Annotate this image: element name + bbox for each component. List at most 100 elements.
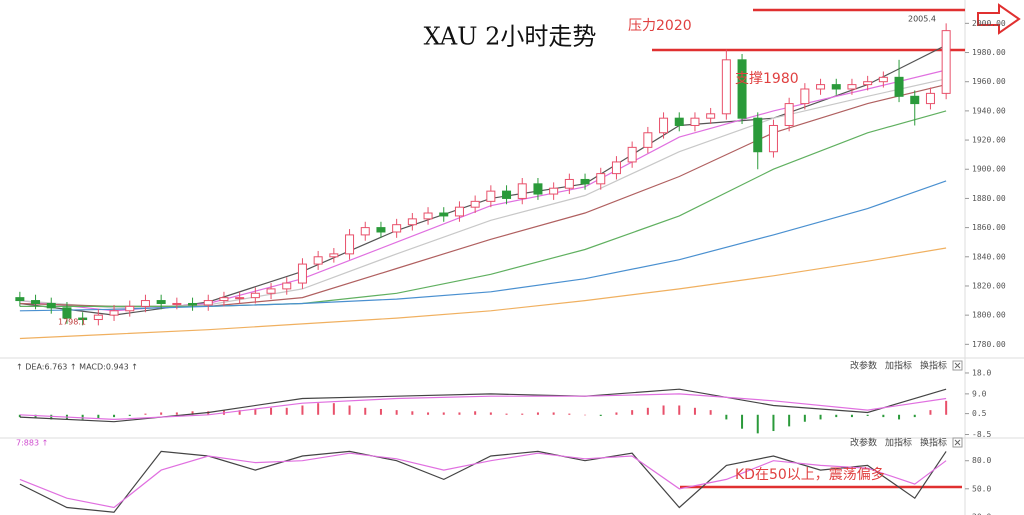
candle-body <box>737 59 747 119</box>
macd-bar <box>615 412 618 415</box>
candle-body <box>549 187 559 195</box>
candle-body <box>266 288 276 294</box>
candle-body <box>31 300 41 304</box>
macd-bar <box>693 407 696 415</box>
button[interactable]: 改参数 <box>850 360 877 372</box>
candle-body <box>659 117 669 134</box>
candle-body <box>407 218 417 226</box>
macd-bar <box>678 405 681 415</box>
macd-bar <box>709 410 712 415</box>
candle-body <box>910 95 920 105</box>
macd-bar <box>238 410 241 415</box>
candle-body <box>706 113 716 119</box>
candle-body <box>203 300 213 306</box>
candle-body <box>15 297 25 302</box>
annotation: 支撑1980 <box>735 71 799 87</box>
candle-body <box>93 314 103 321</box>
macd-bar <box>270 407 273 415</box>
candle-body <box>313 256 323 265</box>
candle-body <box>329 253 339 258</box>
close-button[interactable] <box>952 360 963 371</box>
macd-bar <box>144 413 147 415</box>
annotation: KD在50以上，震荡偏多 <box>735 466 885 483</box>
indicator-line <box>19 247 947 340</box>
macd-bar <box>599 414 602 416</box>
close-button[interactable] <box>952 437 963 448</box>
button[interactable]: 换指标 <box>920 360 947 372</box>
candle-body <box>62 307 72 319</box>
macd-bar <box>945 400 948 415</box>
button[interactable]: 换指标 <box>920 437 947 449</box>
candle-body <box>502 190 512 199</box>
candle-body <box>282 282 292 290</box>
candle-body <box>235 297 245 300</box>
candle-body <box>392 224 402 233</box>
macd-bar <box>113 414 116 418</box>
macd-bar <box>160 412 163 415</box>
macd-bar <box>913 414 916 418</box>
macd-bar <box>317 403 320 415</box>
macd-bar <box>866 414 869 416</box>
candle-body <box>925 92 935 105</box>
macd-bar <box>788 414 791 427</box>
macd-bar <box>772 414 775 432</box>
indicator-line <box>19 78 947 309</box>
y-tick-label: 50.0 <box>972 484 991 493</box>
macd-bar <box>489 412 492 415</box>
macd-bar <box>521 413 524 415</box>
macd-bar <box>364 407 367 415</box>
macd-bar <box>882 414 885 418</box>
macd-bar <box>662 405 665 415</box>
candle-body <box>423 212 433 220</box>
candle-body <box>109 310 119 316</box>
macd-bar <box>442 412 445 415</box>
macd-bar <box>536 412 539 415</box>
macd-header: ↑ DEA:6.763 ↑ MACD:0.943 ↑ <box>16 363 138 372</box>
macd-bar <box>756 414 759 434</box>
macd-bar <box>803 414 806 422</box>
y-tick-label: 20.0 <box>972 512 991 515</box>
macd-bar <box>584 414 587 416</box>
arrow-icon <box>977 3 1021 35</box>
candle-body <box>753 117 763 153</box>
y-tick-label: 1840.00 <box>972 252 1006 261</box>
macd-bar <box>175 412 178 415</box>
y-tick-label: 1980.00 <box>972 48 1006 57</box>
candle-body <box>345 234 355 255</box>
button[interactable]: 加指标 <box>885 437 912 449</box>
indicator-line <box>19 452 947 509</box>
candle-body <box>894 76 904 97</box>
y-tick-label: 0.5 <box>972 409 987 418</box>
macd-bar <box>254 408 257 415</box>
macd-bar <box>34 414 37 419</box>
macd-bar <box>97 414 100 419</box>
macd-bar <box>835 414 838 418</box>
y-tick-label: 1820.00 <box>972 281 1006 290</box>
candle-body <box>768 124 778 153</box>
indicator-line <box>19 180 947 312</box>
candle-body <box>533 183 543 195</box>
candle-body <box>46 302 56 309</box>
button[interactable]: 改参数 <box>850 437 877 449</box>
y-tick-label: 2000.00 <box>972 19 1006 28</box>
button[interactable]: 加指标 <box>885 360 912 372</box>
macd-bar <box>301 405 304 415</box>
y-tick-label: 80.0 <box>972 456 991 465</box>
y-tick-label: 18.0 <box>972 368 991 377</box>
candle-body <box>831 84 841 90</box>
indicator-line <box>19 450 947 513</box>
candle-body <box>172 302 182 305</box>
macd-bar <box>427 412 430 415</box>
candle-body <box>156 300 166 304</box>
macd-bar <box>568 413 571 415</box>
candle-body <box>878 76 888 83</box>
macd-bar <box>552 412 555 415</box>
candle-body <box>219 297 229 302</box>
candle-body <box>847 84 857 90</box>
macd-bar <box>725 414 728 420</box>
candle-body <box>784 103 794 126</box>
indicator-line <box>19 388 947 423</box>
macd-bar <box>285 407 288 415</box>
y-tick-label: 1940.00 <box>972 106 1006 115</box>
